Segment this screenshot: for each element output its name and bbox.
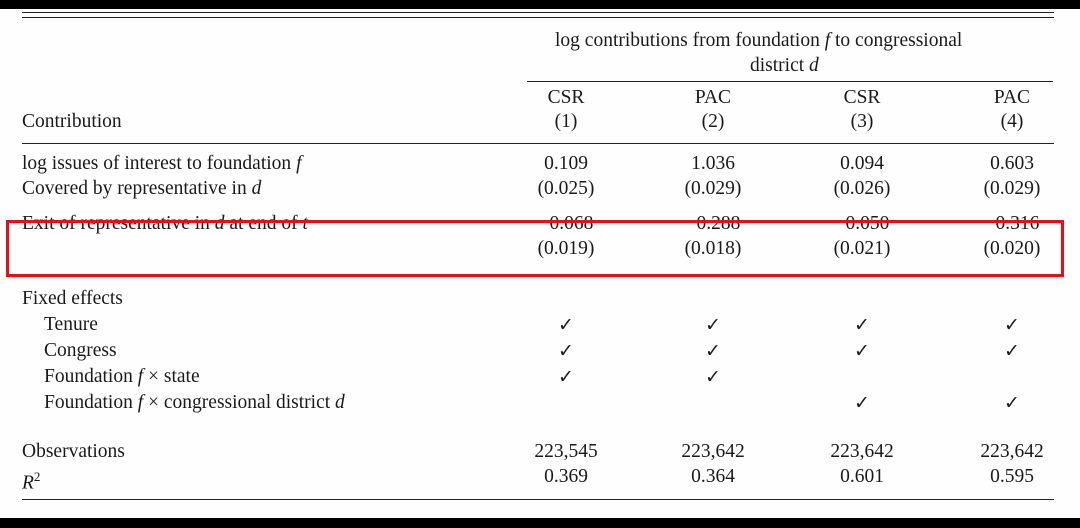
check-icon: ✓ (854, 392, 870, 414)
issues-coef: 0.094 (840, 153, 884, 174)
check-icon: ✓ (854, 340, 870, 362)
r-squared-value: 0.601 (840, 466, 884, 487)
observations-value: 223,642 (681, 441, 745, 462)
check-icon: ✓ (558, 340, 574, 362)
exit-se: (0.020) (983, 238, 1041, 259)
column-number-3: (3) (850, 111, 874, 132)
issues-coef: 0.603 (990, 153, 1034, 174)
check-icon: ✓ (705, 340, 721, 362)
issues-se: (0.029) (983, 178, 1041, 199)
exit-coef: −0.288 (685, 213, 741, 234)
issues-se: (0.025) (537, 178, 595, 199)
check-icon: ✓ (1004, 314, 1020, 336)
check-icon: ✓ (1004, 392, 1020, 414)
check-icon: ✓ (558, 366, 574, 388)
exit-coef: −0.068 (538, 213, 594, 234)
r-squared-label: R2 (22, 469, 41, 494)
r-squared-value: 0.369 (544, 466, 588, 487)
check-icon: ✓ (705, 366, 721, 388)
column-type-3: CSR (843, 87, 881, 108)
check-icon: ✓ (558, 314, 574, 336)
observations-value: 223,545 (534, 441, 598, 462)
column-number-4: (4) (1000, 111, 1024, 132)
column-type-1: CSR (547, 87, 585, 108)
fe-foundation-state-label: Foundation f × state (44, 366, 200, 387)
exit-coef: −0.316 (984, 213, 1040, 234)
row-header-label: Contribution (22, 111, 122, 132)
spanner-header-line2: district d (750, 55, 819, 76)
fe-foundation-district-label: Foundation f × congressional district d (44, 392, 345, 413)
fe-congress-label: Congress (44, 340, 117, 361)
exit-se: (0.019) (537, 238, 595, 259)
observations-label: Observations (22, 441, 125, 462)
regression-table: log contributions from foundation f to c… (0, 9, 1080, 518)
row-issues-label-1: log issues of interest to foundation f (22, 153, 302, 174)
issues-coef: 1.036 (691, 153, 735, 174)
r-squared-value: 0.364 (691, 466, 735, 487)
column-type-2: PAC (694, 87, 732, 108)
exit-se: (0.021) (833, 238, 891, 259)
column-number-2: (2) (701, 111, 725, 132)
issues-se: (0.029) (684, 178, 742, 199)
check-icon: ✓ (854, 314, 870, 336)
r-squared-value: 0.595 (990, 466, 1034, 487)
exit-coef: −0.050 (834, 213, 890, 234)
top-rule (22, 12, 1054, 14)
observations-value: 223,642 (830, 441, 894, 462)
row-issues-label-2: Covered by representative in d (22, 178, 262, 199)
exit-se: (0.018) (684, 238, 742, 259)
issues-se: (0.026) (833, 178, 891, 199)
fixed-effects-title: Fixed effects (22, 288, 123, 309)
row-exit-label: Exit of representative in d at end of t (22, 213, 308, 234)
check-icon: ✓ (1004, 340, 1020, 362)
observations-value: 223,642 (980, 441, 1044, 462)
fe-tenure-label: Tenure (44, 314, 98, 335)
issues-coef: 0.109 (544, 153, 588, 174)
check-icon: ✓ (705, 314, 721, 336)
bottom-rule (22, 499, 1054, 501)
spanner-rule (527, 81, 1053, 83)
header-rule (22, 143, 1054, 145)
highlight-box (6, 220, 1064, 277)
column-number-1: (1) (554, 111, 578, 132)
column-type-4: PAC (993, 87, 1031, 108)
spanner-header-line1: log contributions from foundation f to c… (555, 30, 963, 51)
top-rule-2 (22, 17, 1054, 19)
